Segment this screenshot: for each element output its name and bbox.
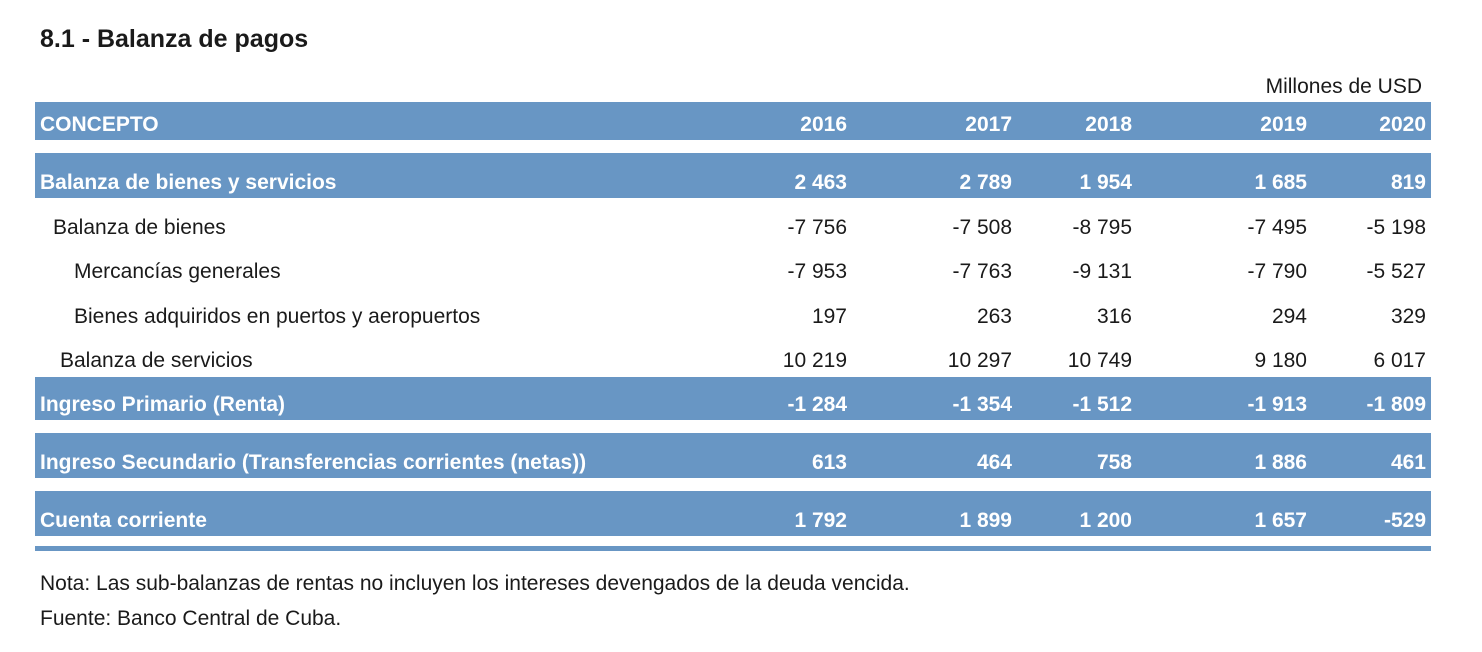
row-value: -7 495 [1247, 216, 1307, 239]
row-value: 2 463 [794, 171, 847, 194]
row-value: -5 527 [1366, 260, 1426, 283]
table-title: 8.1 - Balanza de pagos [40, 25, 309, 53]
row-value: 197 [811, 305, 847, 328]
row-value: -529 [1383, 509, 1426, 532]
row-value: 613 [811, 451, 847, 474]
row-value: -1 913 [1247, 393, 1307, 416]
row-value: 9 180 [1254, 349, 1307, 372]
row-value: 1 685 [1254, 171, 1307, 194]
row-value: 1 899 [959, 509, 1012, 532]
table-row-bienes-adquiridos: Bienes adquiridos en puertos y aeropuert… [35, 297, 1431, 332]
row-value: 10 749 [1067, 349, 1132, 372]
table-row-ingreso-primario: Ingreso Primario (Renta) -1 284 -1 354 -… [35, 377, 1431, 420]
row-value: -7 508 [952, 216, 1012, 239]
row-label: Balanza de servicios [60, 349, 253, 372]
header-year: 2018 [1085, 113, 1132, 136]
row-value: -1 512 [1072, 393, 1132, 416]
row-value: 316 [1096, 305, 1132, 328]
row-label: Ingreso Secundario (Transferencias corri… [40, 451, 587, 474]
row-value: -1 809 [1366, 393, 1426, 416]
row-value: -5 198 [1366, 216, 1426, 239]
row-value: 1 200 [1079, 509, 1132, 532]
row-value: 10 219 [782, 349, 847, 372]
row-value: 263 [976, 305, 1012, 328]
row-value: -7 790 [1247, 260, 1307, 283]
row-value: 6 017 [1373, 349, 1426, 372]
table-bottom-rule [35, 546, 1431, 551]
table-row-cuenta-corriente: Cuenta corriente 1 792 1 899 1 200 1 657… [35, 491, 1431, 536]
row-value: 464 [976, 451, 1012, 474]
header-year: 2020 [1379, 113, 1426, 136]
table-source: Fuente: Banco Central de Cuba. [40, 607, 342, 630]
header-year: 2016 [800, 113, 847, 136]
row-label: Ingreso Primario (Renta) [40, 393, 286, 416]
row-value: 1 792 [794, 509, 847, 532]
row-value: -7 763 [952, 260, 1012, 283]
row-value: -8 795 [1072, 216, 1132, 239]
header-year: 2019 [1260, 113, 1307, 136]
row-value: -9 131 [1072, 260, 1132, 283]
table-row-ingreso-secundario: Ingreso Secundario (Transferencias corri… [35, 433, 1431, 478]
table-note: Nota: Las sub-balanzas de rentas no incl… [40, 572, 910, 595]
row-value: 758 [1096, 451, 1132, 474]
header-year: 2017 [965, 113, 1012, 136]
header-concept: CONCEPTO [40, 113, 159, 136]
row-value: -7 953 [787, 260, 847, 283]
row-value: 10 297 [947, 349, 1012, 372]
row-value: 329 [1390, 305, 1426, 328]
row-value: 2 789 [959, 171, 1012, 194]
row-label: Mercancías generales [74, 260, 281, 283]
table-row-mercancias-generales: Mercancías generales -7 953 -7 763 -9 13… [35, 252, 1431, 287]
row-label: Bienes adquiridos en puertos y aeropuert… [74, 305, 481, 328]
row-value: -7 756 [787, 216, 847, 239]
units-label: Millones de USD [1265, 75, 1422, 98]
table-row-balanza-bienes-servicios: Balanza de bienes y servicios 2 463 2 78… [35, 153, 1431, 198]
row-value: -1 354 [952, 393, 1012, 416]
row-value: 1 657 [1254, 509, 1307, 532]
row-label: Cuenta corriente [40, 509, 207, 532]
table-row-balanza-servicios: Balanza de servicios 10 219 10 297 10 74… [35, 341, 1431, 376]
table-header-row: CONCEPTO 2016 2017 2018 2019 2020 [35, 102, 1431, 140]
row-value: 461 [1390, 451, 1426, 474]
row-value: 294 [1271, 305, 1307, 328]
row-label: Balanza de bienes [53, 216, 226, 239]
row-value: 819 [1390, 171, 1426, 194]
row-value: 1 954 [1079, 171, 1132, 194]
table-row-balanza-bienes: Balanza de bienes -7 756 -7 508 -8 795 -… [35, 208, 1431, 243]
row-value: 1 886 [1254, 451, 1307, 474]
row-label: Balanza de bienes y servicios [40, 171, 337, 194]
row-value: -1 284 [787, 393, 847, 416]
